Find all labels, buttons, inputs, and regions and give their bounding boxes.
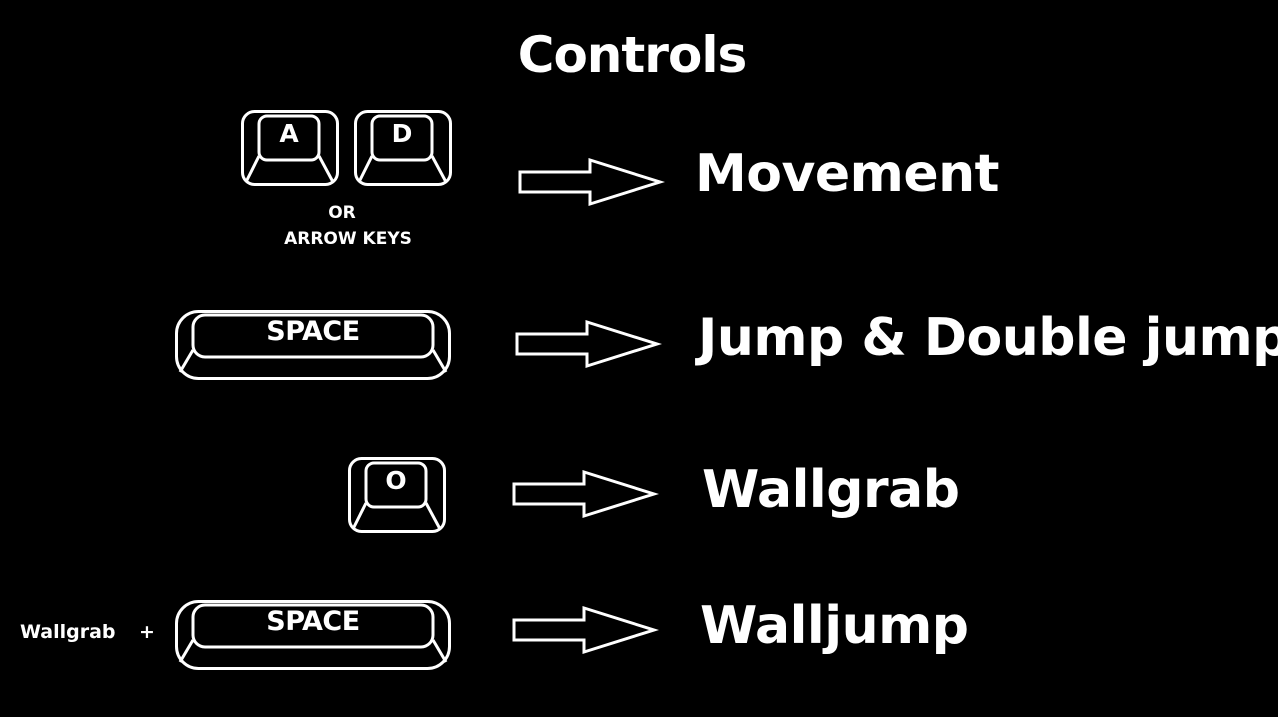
key-d-label: D — [391, 119, 413, 148]
page-title: Controls — [517, 26, 747, 84]
modifier-plus-label: + — [139, 621, 155, 643]
key-space: SPACE — [175, 600, 451, 670]
arrow-right-icon — [515, 319, 663, 369]
action-jump: Jump & Double jump — [698, 308, 1278, 368]
spacebar-outline-icon — [175, 310, 451, 380]
arrow-right-icon — [512, 469, 660, 519]
key-o: O — [348, 457, 446, 533]
alternative-keys-label: ARROW KEYS — [284, 229, 412, 249]
arrow-right-icon — [518, 157, 666, 207]
keycap-outline-icon — [241, 110, 339, 186]
binding-row-jump: SPACE Jump & Double jump — [0, 300, 1278, 390]
binding-row-walljump: Wallgrab + SPACE Walljump — [0, 592, 1278, 682]
key-d: D — [354, 110, 452, 186]
action-walljump: Walljump — [700, 596, 969, 656]
keycap-outline-icon — [348, 457, 446, 533]
binding-row-wallgrab: O Wallgrab — [0, 450, 1278, 540]
key-space-label: SPACE — [266, 606, 360, 637]
action-wallgrab: Wallgrab — [702, 460, 960, 520]
spacebar-outline-icon — [175, 600, 451, 670]
key-a-label: A — [279, 119, 299, 148]
alternative-prefix: OR — [328, 203, 356, 223]
key-space: SPACE — [175, 310, 451, 380]
key-a: A — [241, 110, 339, 186]
binding-row-movement: A D OR ARROW KEYS Movement — [0, 100, 1278, 260]
keycap-outline-icon — [354, 110, 452, 186]
arrow-right-icon — [512, 605, 660, 655]
modifier-label: Wallgrab — [20, 621, 116, 643]
action-movement: Movement — [695, 144, 999, 204]
key-space-label: SPACE — [266, 316, 360, 347]
key-o-label: O — [385, 466, 407, 495]
